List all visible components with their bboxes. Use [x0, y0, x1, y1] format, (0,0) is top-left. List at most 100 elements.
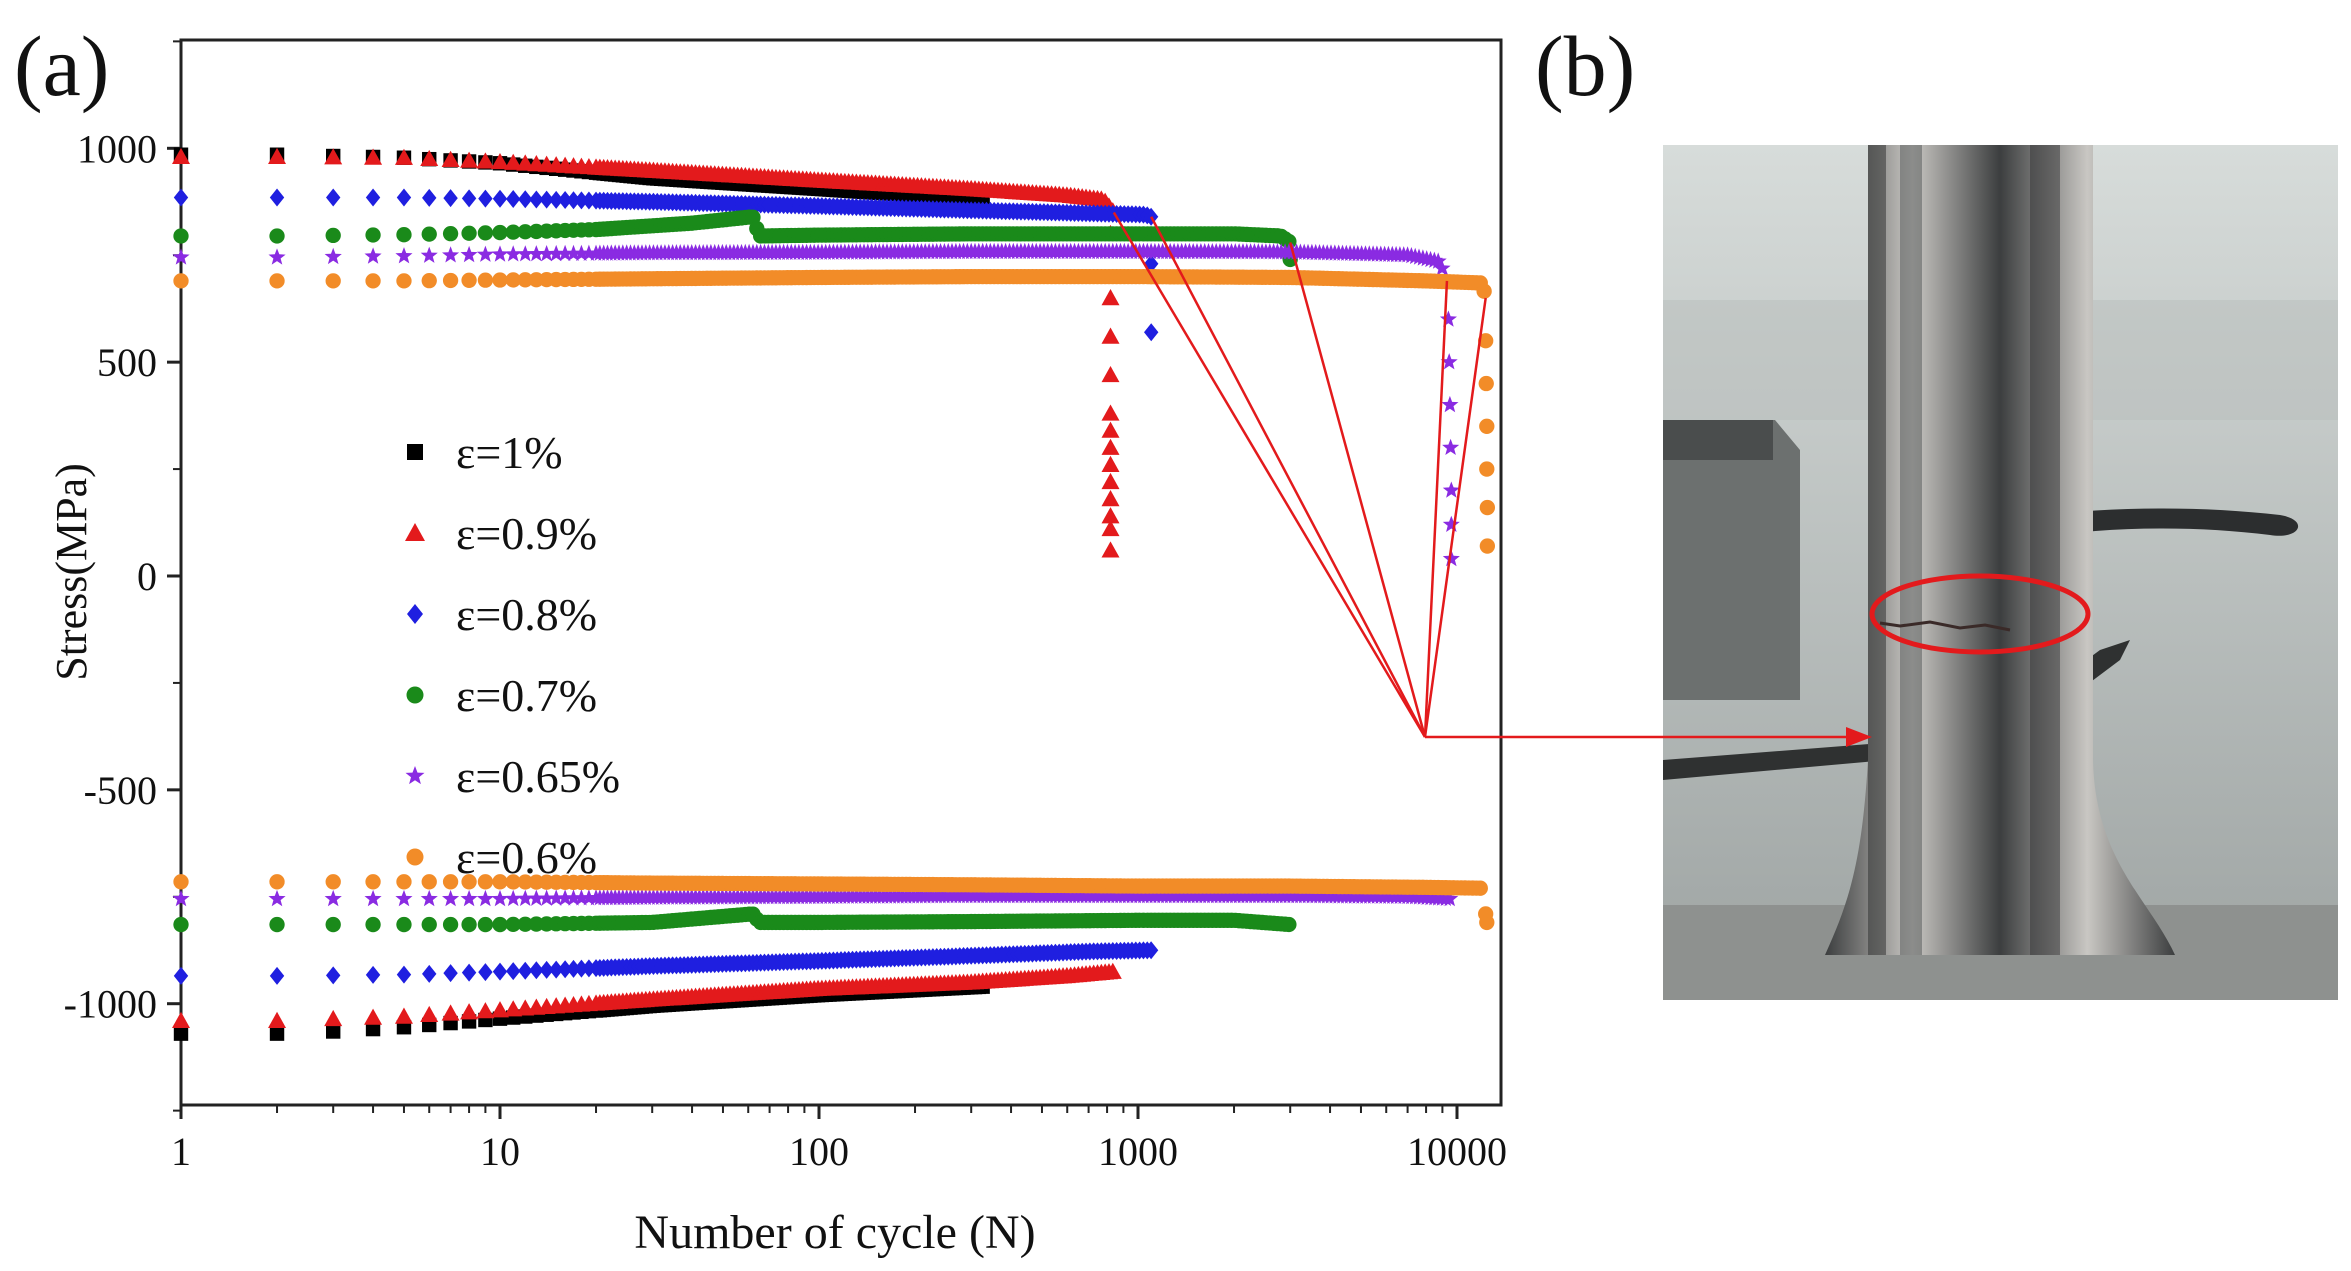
rod-edge-shadow: [2030, 145, 2060, 955]
data-point: [539, 960, 554, 979]
rod-edge-shadow-2: [1868, 145, 1886, 955]
data-point: [1478, 375, 1494, 392]
data-point: [172, 147, 190, 165]
data-point: [476, 245, 494, 262]
data-point: [1101, 327, 1120, 344]
data-point: [478, 189, 493, 208]
data-point: [1143, 941, 1159, 960]
x-tick-label: 100: [789, 1129, 849, 1174]
legend-label: ε=0.7%: [456, 670, 597, 721]
data-point: [1101, 519, 1120, 537]
data-point: [477, 916, 494, 933]
legend-marker: [407, 444, 423, 460]
data-point: [325, 874, 341, 890]
clamp-block: [1663, 420, 1800, 700]
data-point: [441, 150, 460, 167]
y-tick-label: -500: [84, 768, 157, 813]
data-point: [565, 889, 583, 906]
data-point: [516, 245, 534, 262]
data-point: [491, 152, 509, 170]
data-point: [420, 149, 439, 167]
data-point: [268, 889, 286, 907]
data-point: [476, 1002, 495, 1019]
data-point: [394, 148, 413, 165]
data-point: [538, 245, 556, 262]
series-2: [172, 147, 1122, 1029]
data-point: [557, 191, 573, 210]
data-point: [364, 247, 382, 264]
data-point: [460, 151, 479, 168]
data-point: [420, 246, 438, 263]
data-point: [173, 916, 189, 933]
data-point: [1101, 421, 1120, 438]
data-point: [364, 889, 382, 907]
data-point: [395, 889, 413, 907]
data-point: [269, 1026, 285, 1041]
x-axis-label: Number of cycle (N): [634, 1206, 1035, 1259]
data-point: [505, 272, 521, 288]
data-point: [1101, 455, 1120, 472]
data-point: [476, 889, 494, 907]
legend-item: ε=1%: [407, 427, 563, 478]
data-point: [556, 244, 574, 262]
data-point: [326, 966, 341, 985]
legend-marker: [407, 604, 423, 624]
data-point: [364, 1008, 383, 1025]
series-6: [173, 268, 1496, 931]
data-points: [172, 147, 1496, 1041]
data-point: [365, 874, 381, 890]
data-point: [442, 226, 459, 242]
data-point: [518, 190, 533, 209]
data-point: [547, 889, 565, 906]
x-tick-label: 10: [480, 1129, 520, 1174]
data-point: [1433, 259, 1451, 276]
data-point: [478, 963, 493, 982]
legend-item: ε=0.8%: [407, 589, 597, 640]
data-point: [548, 960, 564, 979]
data-point: [1442, 481, 1460, 498]
data-point: [268, 248, 286, 265]
legend-marker: [406, 686, 424, 704]
data-point: [518, 961, 533, 980]
data-point: [1101, 288, 1120, 306]
data-point: [326, 1024, 341, 1039]
data-point: [268, 1011, 287, 1029]
data-point: [172, 889, 190, 907]
data-point: [1101, 472, 1120, 490]
annotation-line: [1423, 280, 1449, 738]
data-point: [529, 961, 544, 980]
legend-item: ε=0.65%: [405, 751, 620, 802]
data-point: [477, 225, 494, 241]
data-point: [527, 889, 545, 906]
data-point: [476, 152, 495, 169]
data-point: [574, 191, 589, 210]
data-point: [269, 188, 285, 207]
data-point: [1476, 283, 1492, 299]
data-point: [1479, 914, 1495, 931]
data-point: [324, 1009, 343, 1027]
data-point: [172, 1011, 190, 1029]
data-point: [173, 1026, 189, 1041]
data-point: [422, 188, 437, 207]
x-axis: 1 10 100 1000 10000: [171, 1105, 1507, 1174]
data-point: [517, 916, 533, 932]
legend-item: ε=0.6%: [406, 832, 597, 883]
data-point: [492, 189, 508, 208]
data-point: [1101, 541, 1120, 558]
data-point: [173, 273, 189, 289]
panel-a-label: (a): [14, 18, 109, 114]
y-tick-label: -1000: [64, 982, 157, 1027]
data-point: [461, 189, 477, 208]
data-point: [538, 889, 556, 906]
data-point: [565, 244, 583, 261]
data-point: [443, 964, 458, 983]
data-point: [420, 1005, 439, 1023]
y-tick-label: 1000: [77, 126, 157, 171]
data-point: [173, 188, 189, 207]
data-point: [504, 1000, 523, 1017]
data-point: [539, 190, 554, 209]
legend-label: ε=0.6%: [456, 832, 597, 883]
data-point: [421, 874, 437, 890]
data-point: [517, 272, 533, 288]
